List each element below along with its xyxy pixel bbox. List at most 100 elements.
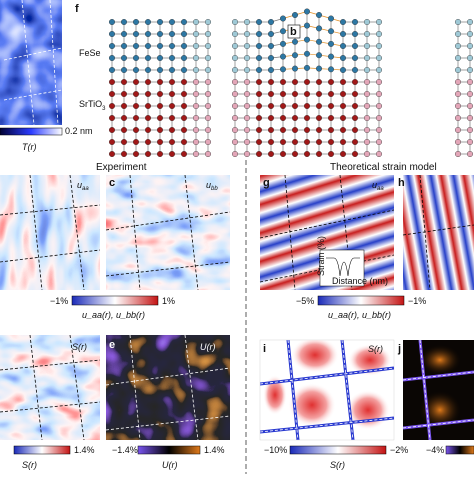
atom	[352, 19, 359, 26]
atom	[243, 31, 250, 38]
atom	[364, 138, 371, 145]
atom	[120, 43, 127, 50]
atom	[364, 150, 371, 157]
atom	[243, 43, 250, 50]
atom	[132, 78, 139, 85]
atom	[376, 90, 383, 97]
atom	[168, 114, 175, 121]
atom	[231, 55, 238, 62]
atom	[256, 90, 263, 97]
atom	[168, 138, 175, 145]
colorbar	[13, 445, 71, 455]
lattice-guide	[402, 174, 474, 291]
panel-letter: f	[75, 3, 79, 15]
atom	[144, 43, 151, 50]
atom	[204, 90, 211, 97]
lattice-guide	[105, 174, 231, 291]
atom	[156, 43, 163, 50]
atom	[192, 102, 199, 109]
panel-symbol: uaa	[77, 180, 89, 192]
atom	[316, 78, 323, 85]
atom	[352, 150, 359, 157]
atom	[376, 114, 383, 121]
strain-map	[106, 175, 230, 290]
atom	[120, 55, 127, 62]
colorbar-min: −4%	[426, 445, 444, 455]
colorbar-max: 1.4%	[74, 445, 95, 455]
atom	[340, 114, 347, 121]
atom	[280, 66, 287, 73]
atom	[340, 43, 347, 50]
symbol: u	[372, 180, 377, 190]
atom	[180, 43, 187, 50]
atom	[316, 90, 323, 97]
inset	[319, 249, 365, 287]
atom	[180, 55, 187, 62]
atom	[268, 66, 275, 73]
atom	[120, 126, 127, 133]
panel-letter: g	[263, 177, 270, 189]
atom	[132, 19, 139, 26]
atom	[231, 43, 238, 50]
atom	[243, 19, 250, 26]
panel-letter: j	[397, 343, 401, 355]
atom	[204, 114, 211, 121]
atom	[120, 19, 127, 26]
atom	[156, 66, 163, 73]
atom	[231, 66, 238, 73]
atom	[144, 31, 151, 38]
layer-label: SrTiO3	[79, 99, 106, 112]
atom	[455, 114, 462, 121]
atom	[268, 78, 275, 85]
lattice-guide	[259, 174, 395, 291]
colorbar	[289, 445, 387, 455]
atom	[256, 126, 263, 133]
atom	[328, 66, 335, 73]
atom	[256, 114, 263, 121]
atom	[316, 65, 323, 72]
colorbar-title: T(r)	[22, 142, 37, 152]
atom	[376, 66, 383, 73]
atom	[455, 55, 462, 62]
atom	[467, 31, 474, 38]
atom	[364, 19, 371, 26]
colorbar-title: u_aa(r), u_bb(r)	[82, 310, 145, 320]
atom	[156, 31, 163, 38]
atom	[340, 102, 347, 109]
atom	[304, 138, 311, 145]
colorbar-max: 1%	[162, 296, 175, 306]
panel-symbol: U(r)	[200, 342, 216, 352]
atom	[268, 19, 275, 26]
atom	[292, 126, 299, 133]
atom	[256, 55, 263, 62]
section-heading: Experiment	[96, 162, 147, 173]
atom	[231, 19, 238, 26]
atom	[340, 90, 347, 97]
atom	[168, 31, 175, 38]
atom	[168, 55, 175, 62]
atom	[168, 19, 175, 26]
atom	[120, 66, 127, 73]
atom	[316, 114, 323, 121]
atom	[180, 138, 187, 145]
atom	[144, 55, 151, 62]
atom	[455, 43, 462, 50]
atom	[292, 138, 299, 145]
atom	[243, 102, 250, 109]
atom	[192, 150, 199, 157]
atom	[243, 55, 250, 62]
panel-symbol: S(r)	[72, 342, 87, 352]
atom	[328, 126, 335, 133]
atom	[120, 102, 127, 109]
atom	[192, 90, 199, 97]
atom	[292, 38, 299, 45]
atom	[108, 31, 115, 38]
colorbar-min: −1.4%	[112, 445, 138, 455]
atom	[192, 55, 199, 62]
atom	[467, 126, 474, 133]
atom	[243, 90, 250, 97]
atom	[108, 19, 115, 26]
atom	[204, 102, 211, 109]
atom	[204, 55, 211, 62]
atom	[108, 138, 115, 145]
